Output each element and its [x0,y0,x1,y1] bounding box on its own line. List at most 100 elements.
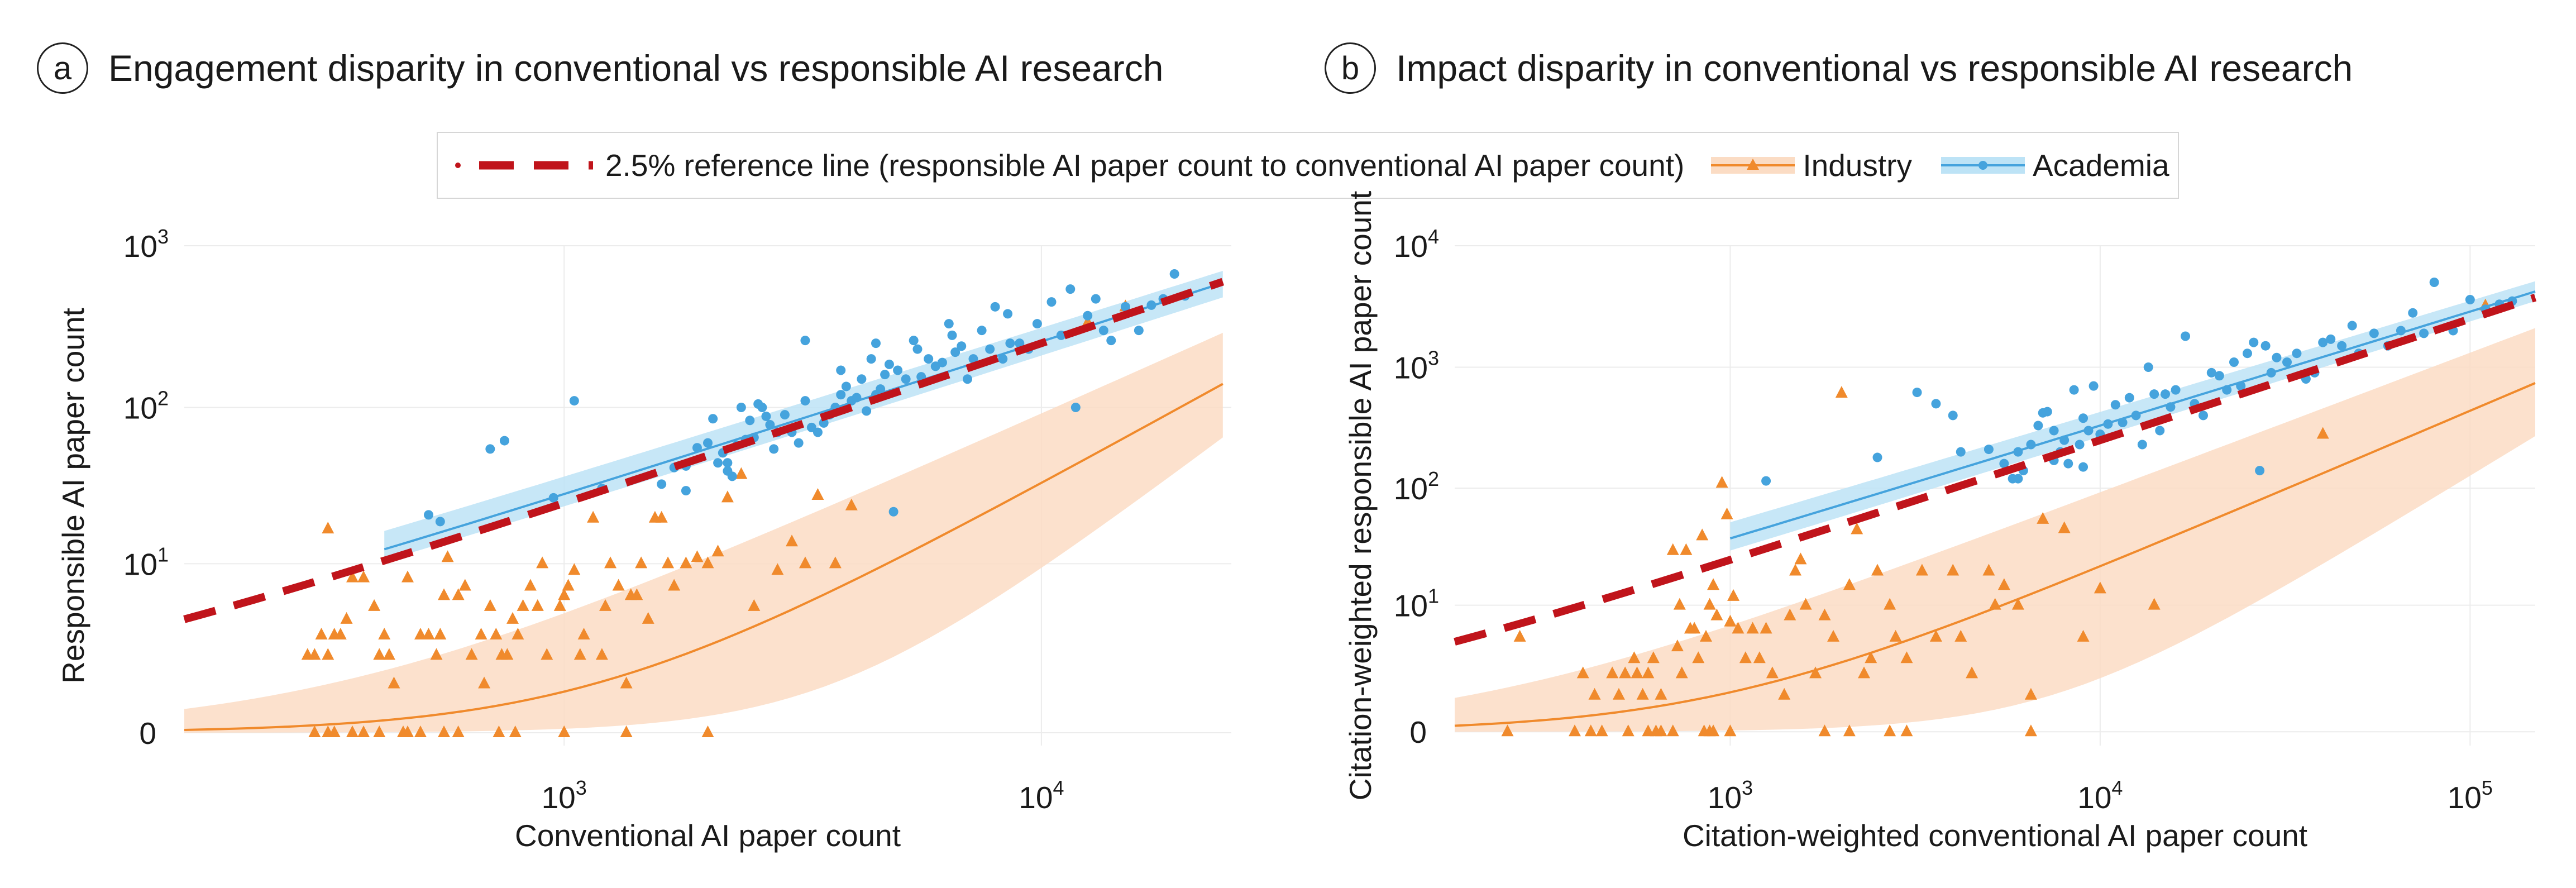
industry-point [2037,512,2049,524]
industry-point [577,628,590,640]
industry-point [1501,724,1514,737]
industry-point [373,725,386,737]
academia-point [2110,400,2120,410]
industry-point [1851,522,1863,534]
industry-point [2077,629,2090,642]
y-tick-label: 102 [1394,467,1439,506]
industry-point [558,588,571,600]
industry-point [1576,666,1589,679]
legend-industry-label: Industry [1803,148,1912,183]
industry-point [1628,651,1641,663]
academia-point [1931,399,1941,409]
industry-point [401,570,414,583]
academia-point [990,302,1000,312]
academia-point [780,410,790,420]
industry-point [2148,598,2161,610]
industry-point [308,648,321,660]
industry-point [701,556,714,569]
academia-point [708,414,718,424]
industry-point [434,628,447,640]
industry-point [2316,427,2329,439]
panel-a-header: a Engagement disparity in conventional v… [37,35,1163,102]
industry-point [1884,598,1896,610]
academia-point [2042,407,2052,417]
industry-point [1966,666,1978,679]
academia-point [912,344,923,354]
legend-industry-swatch [1711,157,1795,174]
industry-point [1666,724,1679,737]
industry-point [1739,651,1752,663]
industry-point [599,599,612,611]
industry-point [2024,724,2037,737]
industry-point [1871,564,1884,576]
academia-point [2049,426,2059,436]
industry-point [662,556,675,569]
industry-point [441,550,454,562]
academia-point [968,354,978,364]
industry-point [1784,608,1796,620]
academia-point [2206,367,2216,378]
industry-point [475,628,488,640]
industry-point [1655,688,1667,700]
academia-point [888,507,899,517]
legend-academia-swatch [1941,157,2025,174]
academia-point [909,336,919,346]
academia-point [681,486,691,496]
industry-point [620,725,633,737]
industry-point [506,612,519,624]
industry-point [799,556,811,569]
industry-point [414,725,427,737]
academia-point [893,365,903,375]
academia-point [2369,328,2379,338]
panel-b-letter: b [1325,42,1376,94]
industry-point [1707,724,1720,737]
industry-point [1703,598,1716,610]
industry-point [1642,724,1655,737]
industry-points [1501,298,2492,737]
industry-point [1636,688,1649,700]
academia-point [435,517,445,527]
industry-points [301,299,1132,737]
industry-point [490,628,503,640]
industry-point [1699,629,1712,642]
academia-point [1032,319,1042,329]
academia-point [1070,402,1081,412]
academia-point [2078,413,2088,423]
academia-point [2260,341,2271,351]
industry-point [595,648,608,660]
academia-point [2078,462,2088,472]
x-tick-label: 104 [2077,776,2123,815]
industry-point [1642,666,1655,679]
academia-point [901,374,911,384]
industry-point [1732,622,1745,634]
industry-point [308,725,321,737]
academia-point [1091,294,1101,304]
industry-point [422,628,435,640]
x-tick-label: 104 [1019,776,1064,815]
industry-point [1631,666,1643,679]
academia-point [2033,421,2043,431]
panel-b-plot: 103 104 1050101102103104Citation-weighted … [1343,191,2537,853]
industry-point [1900,724,1913,737]
industry-point [517,599,529,611]
industry-point [1843,724,1856,737]
x-tick-label: 103 [542,776,587,815]
industry-point [1724,614,1737,627]
reference-line [183,278,1225,623]
academia-point [841,381,851,392]
academia-point [1120,302,1130,312]
industry-point [620,676,633,689]
academia-point [2075,440,2085,450]
industry-point [1655,724,1667,737]
industry-point [484,599,496,611]
academia-point [998,354,1008,364]
industry-point [1647,651,1660,663]
industry-point [721,490,734,503]
academia-point [1912,388,1922,398]
academia-point [2161,389,2171,399]
academia-point [713,458,723,468]
x-tick-label: 103 [1708,776,1753,815]
academia-point [1872,452,1882,462]
y-axis-label: Responsible AI paper count [56,308,90,684]
